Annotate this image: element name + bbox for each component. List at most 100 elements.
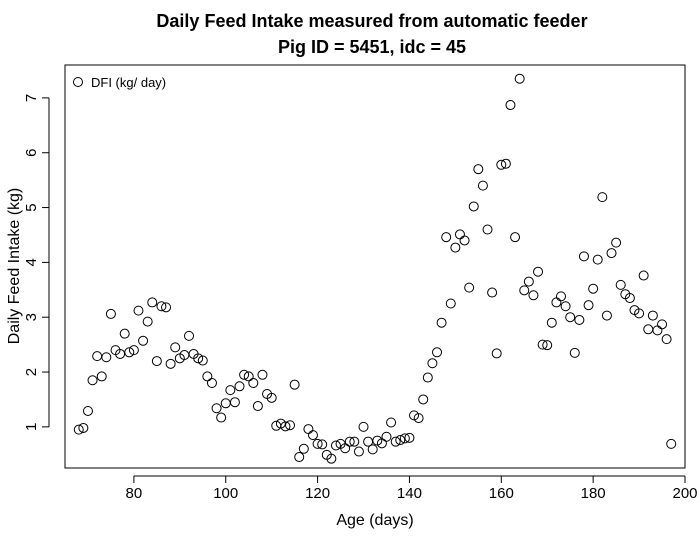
- data-point: [184, 330, 194, 341]
- data-point: [330, 440, 341, 451]
- data-point: [427, 358, 438, 369]
- x-axis: 80 100 120 140 160 180 200: [126, 475, 698, 502]
- plot-frame: [64, 64, 686, 469]
- data-point: [285, 420, 296, 431]
- data-point: [551, 297, 562, 308]
- data-point: [142, 316, 153, 327]
- data-point: [308, 430, 318, 441]
- data-point: [381, 431, 392, 442]
- data-point: [353, 446, 364, 457]
- data-point: [294, 452, 305, 463]
- data-point: [615, 279, 626, 290]
- data-point: [578, 251, 589, 262]
- chart-subtitle: Pig ID = 5451, idc = 45: [278, 37, 466, 57]
- data-point: [119, 328, 130, 339]
- legend-label: DFI (kg/ day): [91, 75, 166, 90]
- data-point: [211, 403, 222, 414]
- data-point: [303, 424, 314, 435]
- x-tick-label: 100: [213, 485, 238, 502]
- data-point: [459, 235, 470, 246]
- data-point: [386, 417, 397, 428]
- data-point: [413, 413, 424, 424]
- data-point: [638, 270, 649, 281]
- y-tick-label: 2: [23, 368, 40, 376]
- x-tick-label: 120: [305, 485, 330, 502]
- data-points: [73, 73, 677, 464]
- x-tick-label: 200: [672, 485, 697, 502]
- data-point: [422, 372, 433, 383]
- data-point: [661, 334, 672, 345]
- data-point: [574, 314, 585, 325]
- data-point: [441, 232, 452, 243]
- data-point: [487, 287, 498, 298]
- data-point: [473, 164, 484, 175]
- data-point: [358, 421, 369, 432]
- data-point: [496, 159, 507, 170]
- data-point: [349, 436, 360, 447]
- data-point: [464, 282, 475, 293]
- x-tick-label: 80: [126, 485, 143, 502]
- data-point: [298, 443, 309, 454]
- data-point: [418, 394, 429, 405]
- data-point: [128, 345, 139, 356]
- data-point: [505, 100, 516, 111]
- data-point: [395, 435, 406, 446]
- data-point: [344, 436, 355, 447]
- data-point: [597, 192, 608, 203]
- data-point: [468, 201, 479, 212]
- data-point: [216, 412, 227, 423]
- y-tick-label: 3: [23, 313, 40, 321]
- data-point: [404, 432, 415, 443]
- data-point: [657, 319, 668, 330]
- data-point: [560, 301, 571, 312]
- data-point: [234, 381, 245, 392]
- data-point: [647, 310, 658, 321]
- data-point: [643, 324, 654, 335]
- y-tick-label: 6: [23, 149, 40, 157]
- data-point: [206, 378, 217, 389]
- data-point: [556, 291, 566, 302]
- data-point: [124, 347, 135, 358]
- data-point: [96, 371, 107, 382]
- legend: DFI (kg/ day): [73, 75, 166, 90]
- data-point: [105, 308, 116, 319]
- y-tick-label: 1: [23, 423, 40, 431]
- data-point: [500, 158, 511, 169]
- data-point: [257, 369, 268, 380]
- y-tick-label: 7: [23, 94, 40, 102]
- data-point: [445, 298, 456, 309]
- data-point: [624, 293, 635, 304]
- y-axis: 1 2 3 4 5 6 7: [23, 94, 50, 431]
- data-point: [450, 242, 461, 253]
- data-point: [399, 433, 410, 444]
- data-point: [78, 422, 89, 433]
- data-point: [666, 438, 677, 449]
- data-point: [312, 438, 323, 449]
- data-point: [133, 305, 144, 316]
- data-point: [92, 351, 103, 362]
- x-tick-label: 140: [397, 485, 422, 502]
- data-point: [569, 347, 580, 358]
- data-point: [248, 378, 259, 389]
- data-point: [193, 353, 204, 364]
- data-point: [239, 369, 250, 380]
- data-point: [510, 232, 521, 243]
- chart-title: Daily Feed Intake measured from automati…: [156, 11, 587, 31]
- data-point: [202, 371, 213, 382]
- x-tick-label: 160: [489, 485, 514, 502]
- data-point: [138, 335, 149, 346]
- data-point: [289, 379, 300, 390]
- data-point: [225, 385, 236, 396]
- y-tick-label: 5: [23, 203, 40, 211]
- data-point: [197, 355, 208, 366]
- data-point: [523, 276, 534, 287]
- data-point: [606, 248, 617, 259]
- data-point: [514, 73, 525, 84]
- data-point: [537, 339, 548, 350]
- data-point: [220, 398, 231, 409]
- data-point: [87, 375, 98, 386]
- data-point: [243, 371, 254, 382]
- data-point: [326, 453, 337, 464]
- data-point: [454, 229, 465, 240]
